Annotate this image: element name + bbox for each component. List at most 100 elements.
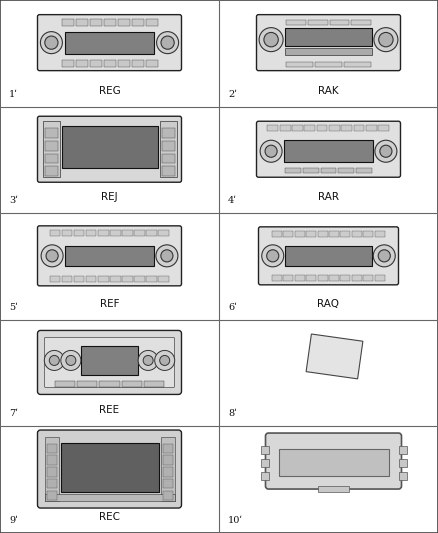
FancyBboxPatch shape: [257, 121, 400, 177]
Bar: [134, 276, 145, 282]
Bar: [341, 125, 352, 131]
Bar: [285, 168, 300, 173]
Bar: [286, 62, 313, 67]
Bar: [62, 60, 74, 67]
Circle shape: [380, 145, 392, 157]
Bar: [286, 20, 306, 25]
Text: 10ʹ: 10ʹ: [228, 516, 243, 525]
Bar: [46, 467, 57, 477]
Bar: [280, 125, 290, 131]
FancyBboxPatch shape: [38, 226, 181, 286]
Bar: [121, 382, 141, 387]
Bar: [134, 230, 145, 236]
Bar: [122, 276, 133, 282]
Bar: [268, 125, 278, 131]
Bar: [45, 494, 174, 501]
Bar: [303, 168, 318, 173]
Text: 9ʹ: 9ʹ: [9, 516, 18, 525]
FancyBboxPatch shape: [38, 330, 181, 394]
Bar: [160, 437, 174, 501]
Circle shape: [61, 350, 81, 370]
Bar: [340, 275, 350, 281]
Bar: [162, 490, 173, 500]
Bar: [86, 276, 96, 282]
Circle shape: [375, 140, 397, 162]
Bar: [146, 276, 157, 282]
Bar: [45, 437, 59, 501]
Bar: [317, 125, 328, 131]
Text: REC: REC: [99, 512, 120, 522]
Bar: [159, 121, 177, 177]
Bar: [285, 48, 372, 55]
Bar: [295, 275, 305, 281]
Text: 8ʹ: 8ʹ: [228, 409, 237, 418]
Text: 6ʹ: 6ʹ: [228, 303, 237, 312]
Bar: [261, 459, 268, 467]
Bar: [162, 128, 174, 138]
Bar: [144, 382, 164, 387]
Circle shape: [156, 245, 178, 267]
Circle shape: [265, 145, 277, 157]
Bar: [122, 230, 133, 236]
Bar: [352, 231, 362, 237]
Bar: [357, 168, 372, 173]
Bar: [118, 19, 130, 26]
Bar: [158, 276, 169, 282]
Bar: [76, 19, 88, 26]
FancyBboxPatch shape: [258, 227, 399, 285]
Text: RAR: RAR: [318, 192, 339, 202]
Bar: [261, 472, 268, 480]
Bar: [363, 231, 373, 237]
Bar: [162, 166, 174, 176]
Bar: [74, 276, 85, 282]
Bar: [146, 19, 158, 26]
Bar: [46, 479, 57, 488]
Bar: [45, 141, 57, 150]
Bar: [86, 230, 96, 236]
Bar: [162, 467, 173, 477]
Bar: [118, 60, 130, 67]
Bar: [315, 62, 342, 67]
Bar: [162, 443, 173, 453]
Bar: [399, 446, 406, 454]
Bar: [318, 275, 328, 281]
Circle shape: [260, 140, 282, 162]
Bar: [104, 19, 116, 26]
Bar: [366, 125, 377, 131]
Circle shape: [373, 245, 395, 267]
Text: REE: REE: [99, 406, 120, 415]
Bar: [110, 276, 120, 282]
Circle shape: [262, 245, 284, 267]
Bar: [42, 121, 60, 177]
Bar: [45, 154, 57, 164]
Bar: [283, 231, 293, 237]
Bar: [62, 19, 74, 26]
Bar: [272, 275, 282, 281]
Bar: [50, 276, 60, 282]
Bar: [272, 231, 282, 237]
Circle shape: [264, 33, 278, 47]
FancyBboxPatch shape: [38, 14, 181, 71]
FancyBboxPatch shape: [38, 430, 181, 508]
Bar: [374, 275, 385, 281]
Bar: [321, 168, 336, 173]
Polygon shape: [306, 334, 363, 379]
Circle shape: [138, 350, 158, 370]
Bar: [329, 20, 349, 25]
Bar: [162, 479, 173, 488]
Bar: [65, 246, 154, 266]
Bar: [146, 60, 158, 67]
Bar: [308, 20, 328, 25]
Bar: [285, 246, 372, 265]
Circle shape: [46, 250, 58, 262]
Bar: [399, 459, 406, 467]
Text: 2ʹ: 2ʹ: [228, 90, 237, 99]
Bar: [351, 20, 371, 25]
Circle shape: [143, 356, 153, 366]
FancyBboxPatch shape: [38, 116, 181, 182]
Bar: [76, 60, 88, 67]
Bar: [329, 231, 339, 237]
Circle shape: [66, 356, 76, 366]
Text: REF: REF: [100, 299, 119, 309]
Bar: [363, 275, 373, 281]
